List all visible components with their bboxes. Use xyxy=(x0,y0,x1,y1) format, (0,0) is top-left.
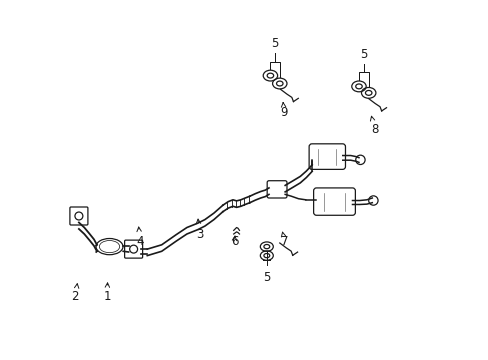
Text: 9: 9 xyxy=(280,103,287,119)
Text: 4: 4 xyxy=(136,227,143,248)
Text: 8: 8 xyxy=(369,116,378,136)
Text: 5: 5 xyxy=(360,48,367,61)
Text: 2: 2 xyxy=(71,284,79,303)
Text: 1: 1 xyxy=(103,283,110,303)
Text: 3: 3 xyxy=(195,219,203,241)
Text: 5: 5 xyxy=(271,37,278,50)
Text: 5: 5 xyxy=(263,271,270,284)
Text: 6: 6 xyxy=(230,235,238,248)
Text: 7: 7 xyxy=(281,232,288,248)
